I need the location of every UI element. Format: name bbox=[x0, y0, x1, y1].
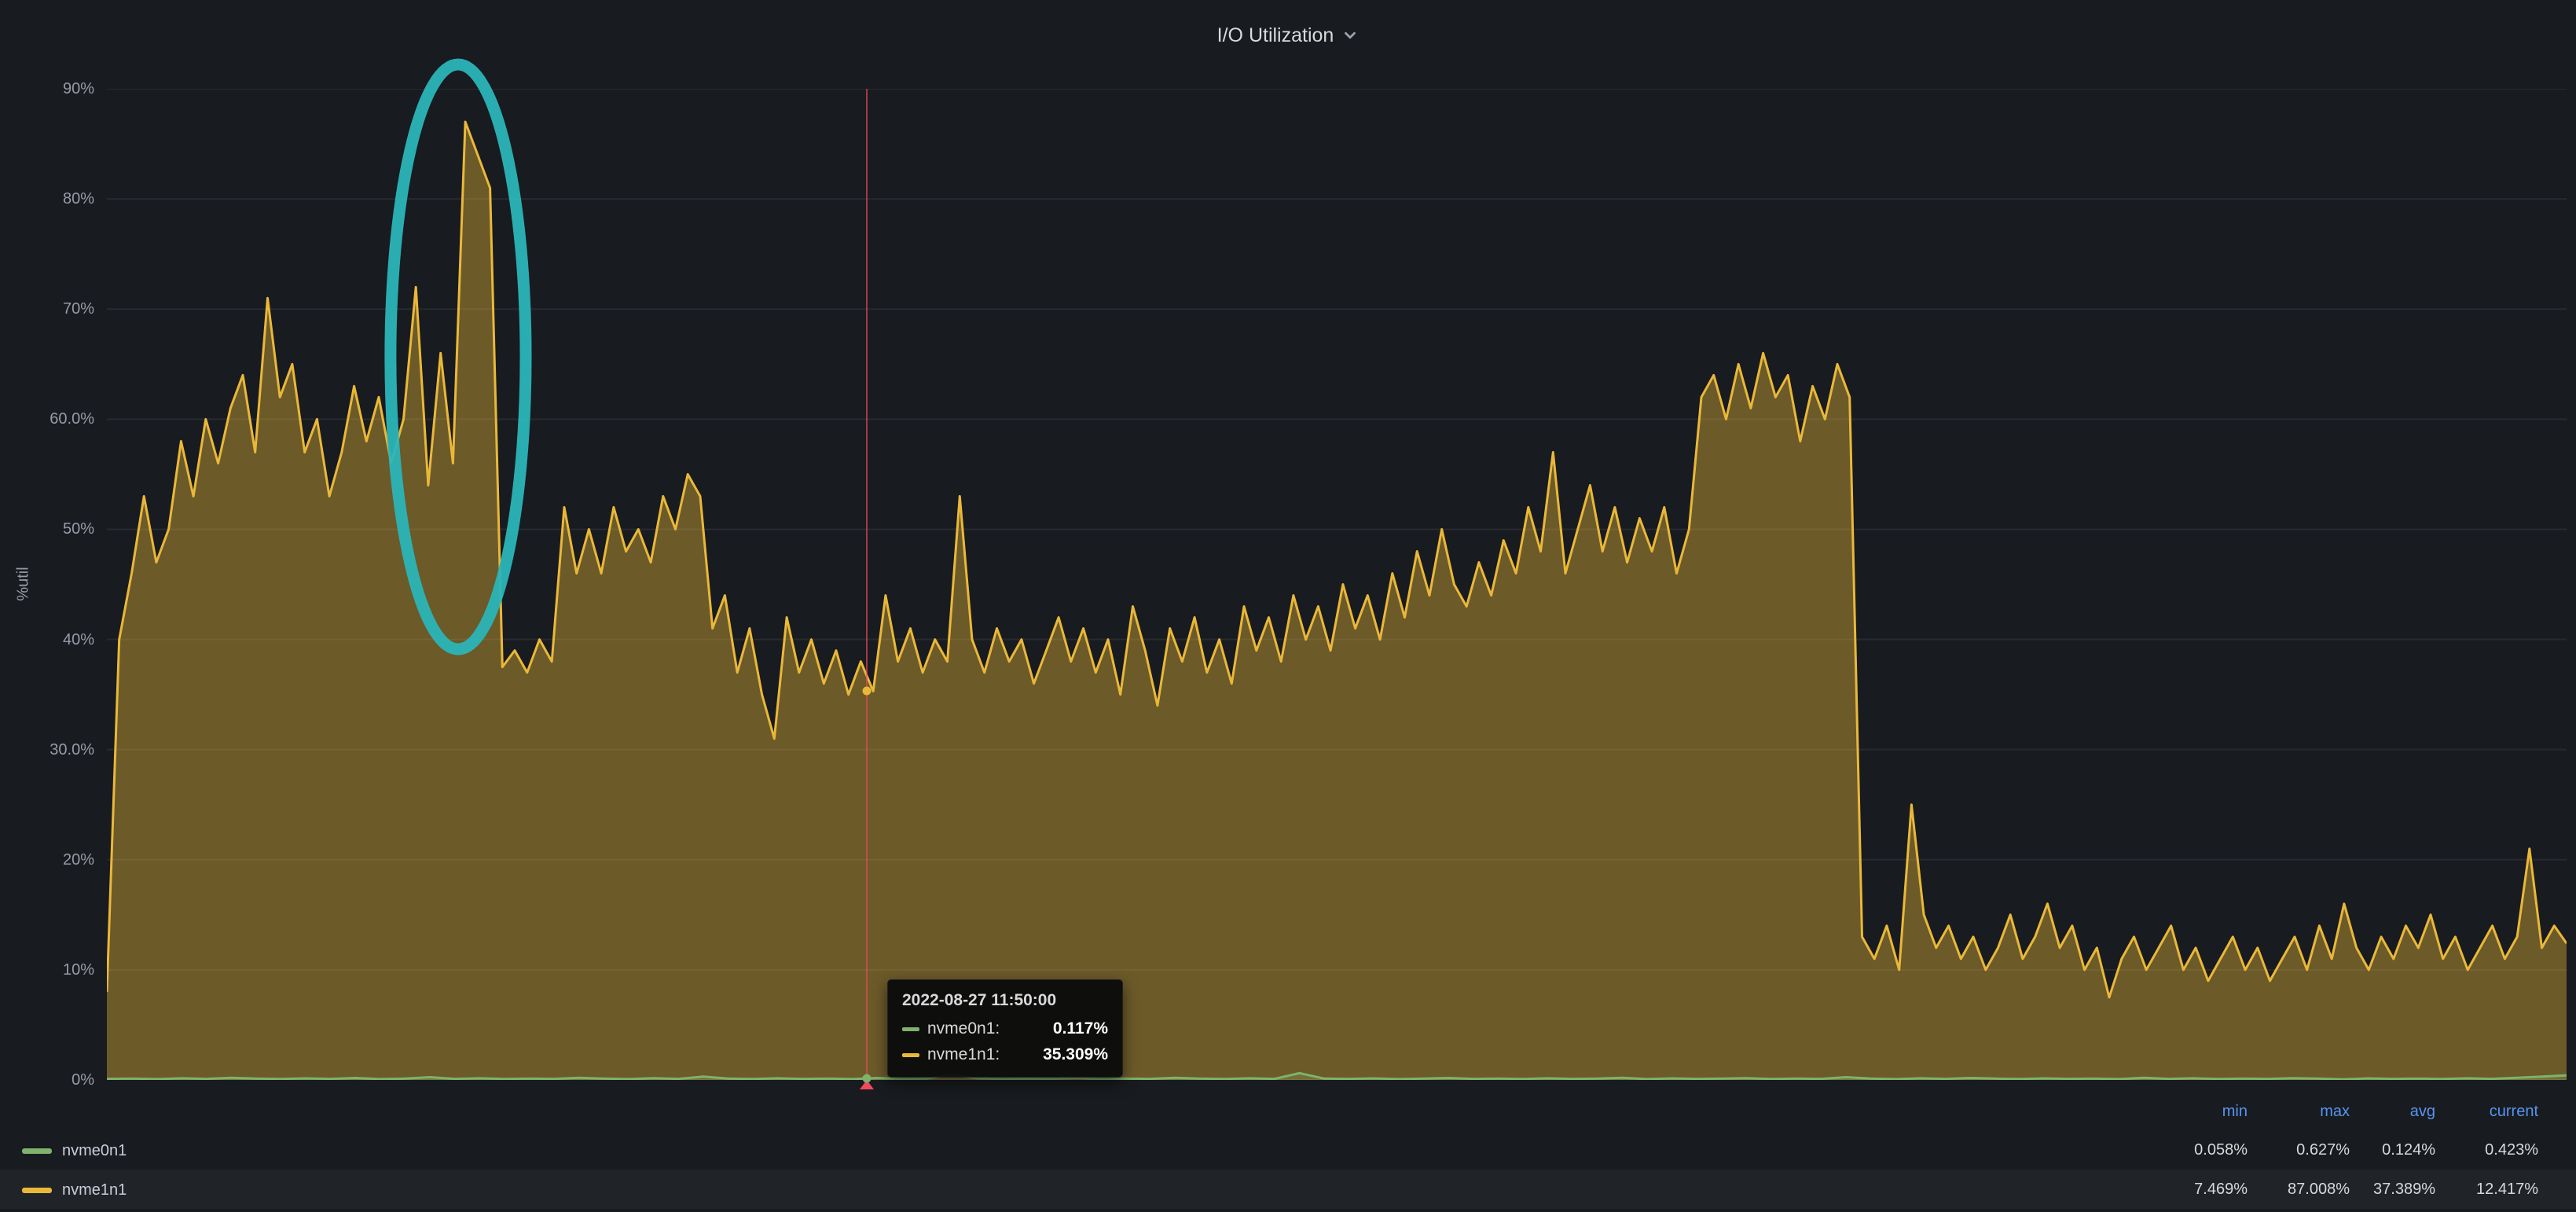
y-tick-label: 30.0% bbox=[2, 740, 94, 760]
legend-series-nvme1n1[interactable]: nvme1n1 bbox=[22, 1181, 127, 1199]
legend-row: nvme1n1 7.469%87.008%37.389%12.417% bbox=[0, 1170, 2576, 1209]
grafana-panel: I/O Utilization %util 0% 10% 20% 30.0% 40% 50… bbox=[0, 0, 2576, 1212]
y-tick-label: 50% bbox=[2, 519, 94, 539]
series-color-icon bbox=[22, 1148, 52, 1154]
legend-stat-max: 87.008% bbox=[2248, 1181, 2350, 1199]
tooltip-row: nvme0n1: 0.117% bbox=[902, 1019, 1108, 1038]
legend-series-nvme0n1[interactable]: nvme0n1 bbox=[22, 1142, 127, 1160]
panel-header[interactable]: I/O Utilization bbox=[0, 0, 2576, 71]
legend-series-label: nvme1n1 bbox=[62, 1181, 127, 1199]
legend-stat-avg: 0.124% bbox=[2350, 1141, 2435, 1159]
series-color-icon bbox=[902, 1053, 919, 1057]
y-tick-label: 70% bbox=[2, 299, 94, 319]
chart-canvas[interactable] bbox=[107, 89, 2567, 1080]
legend-col-avg[interactable]: avg bbox=[2350, 1103, 2435, 1121]
y-tick-label: 90% bbox=[2, 79, 94, 99]
tooltip-series-name: nvme1n1: bbox=[927, 1045, 1000, 1064]
tooltip: 2022-08-27 11:50:00 nvme0n1: 0.117% nvme1n… bbox=[887, 979, 1123, 1078]
legend: minmaxavgcurrent nvme0n1 0.058%0.627%0.124… bbox=[0, 1093, 2576, 1212]
series-color-icon bbox=[902, 1027, 919, 1031]
tooltip-timestamp: 2022-08-27 11:50:00 bbox=[902, 991, 1108, 1010]
series-color-icon bbox=[22, 1188, 52, 1193]
legend-stat-avg: 37.389% bbox=[2350, 1181, 2435, 1199]
y-tick-label: 80% bbox=[2, 189, 94, 209]
legend-stat-current: 12.417% bbox=[2435, 1181, 2538, 1199]
y-tick-label: 40% bbox=[2, 630, 94, 650]
legend-stat-min: 7.469% bbox=[2137, 1181, 2248, 1199]
legend-col-current[interactable]: current bbox=[2435, 1103, 2538, 1121]
tooltip-series-value: 0.117% bbox=[1036, 1019, 1108, 1038]
tooltip-series-name: nvme0n1: bbox=[927, 1019, 1000, 1038]
y-tick-label: 10% bbox=[2, 960, 94, 980]
legend-stat-min: 0.058% bbox=[2137, 1141, 2248, 1159]
legend-col-min[interactable]: min bbox=[2137, 1103, 2248, 1121]
y-axis-title: %util bbox=[15, 567, 33, 600]
legend-row: nvme0n1 0.058%0.627%0.124%0.423% bbox=[0, 1130, 2576, 1170]
legend-series-label: nvme0n1 bbox=[62, 1142, 127, 1160]
legend-col-max[interactable]: max bbox=[2248, 1103, 2350, 1121]
panel-title: I/O Utilization bbox=[1217, 24, 1334, 47]
tooltip-series-value: 35.309% bbox=[1026, 1045, 1108, 1064]
chevron-down-icon[interactable] bbox=[1341, 27, 1359, 44]
y-tick-label: 0% bbox=[2, 1070, 94, 1090]
hover-point bbox=[863, 1074, 872, 1083]
hover-point bbox=[863, 687, 872, 696]
annotation-line bbox=[866, 89, 868, 1080]
y-tick-label: 20% bbox=[2, 850, 94, 870]
y-tick-label: 60.0% bbox=[2, 409, 94, 429]
tooltip-row: nvme1n1: 35.309% bbox=[902, 1045, 1108, 1064]
legend-stat-max: 0.627% bbox=[2248, 1141, 2350, 1159]
legend-stat-current: 0.423% bbox=[2435, 1141, 2538, 1159]
